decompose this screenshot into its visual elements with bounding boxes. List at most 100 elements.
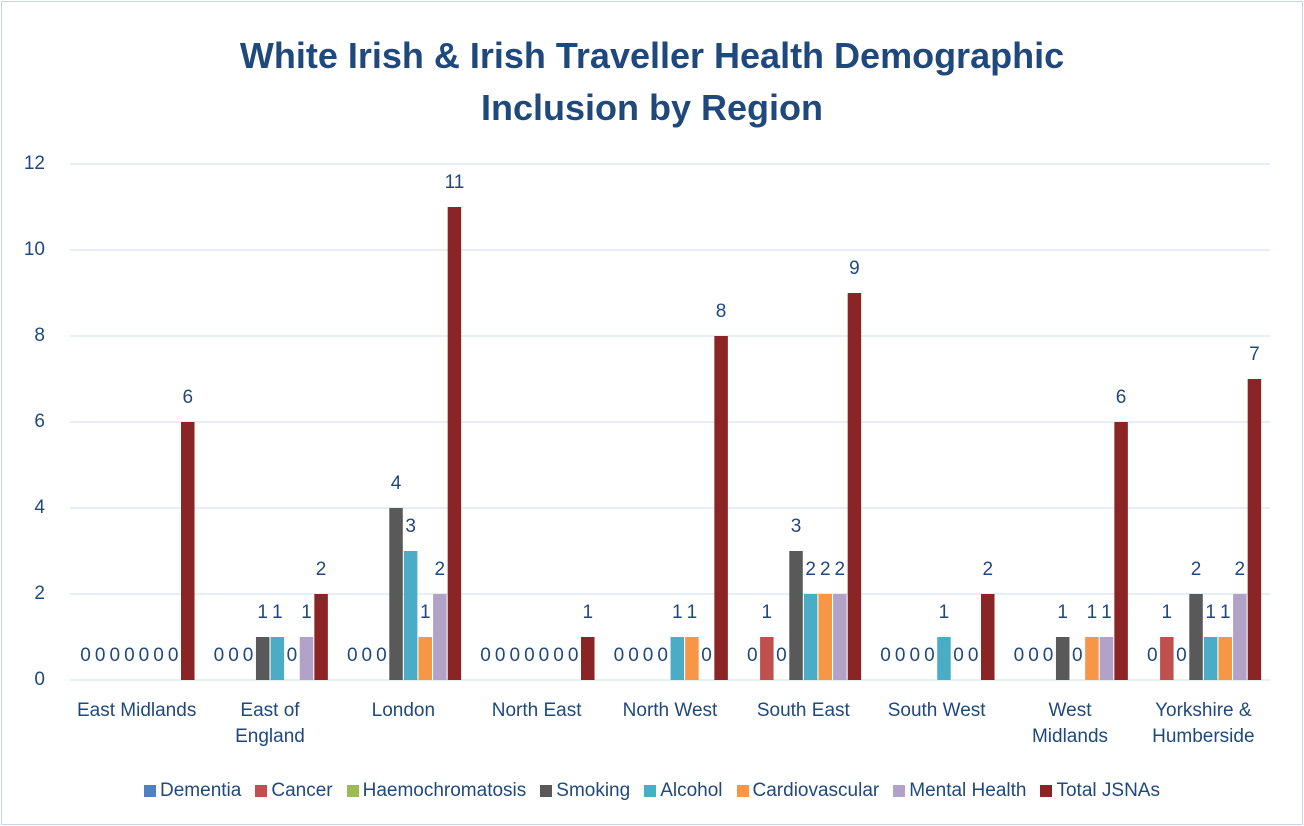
value-label: 1: [762, 602, 773, 623]
value-label: 8: [716, 301, 727, 322]
value-label: 6: [1116, 387, 1127, 408]
x-tick-label: East of England: [235, 700, 305, 747]
legend-swatch: [346, 785, 359, 797]
bar: [1189, 594, 1203, 680]
value-label: 0: [80, 645, 91, 666]
value-label: 2: [982, 559, 993, 580]
legend-label: Dementia: [160, 780, 242, 801]
value-label: 0: [480, 645, 491, 666]
bar: [789, 551, 803, 680]
legend-swatch: [144, 785, 157, 797]
value-label: 0: [895, 645, 906, 666]
x-tick-label: North West: [622, 700, 718, 721]
value-label: 1: [1087, 602, 1098, 623]
bar: [581, 637, 595, 680]
value-label: 2: [805, 559, 816, 580]
x-tick-label: London: [371, 700, 436, 721]
value-label: 2: [1235, 559, 1246, 580]
bar: [1233, 594, 1247, 680]
x-tick-label: Yorkshire & Humberside: [1152, 700, 1255, 747]
value-label: 2: [820, 559, 831, 580]
bar: [299, 637, 314, 680]
bar: [270, 637, 285, 680]
bar: [1099, 637, 1114, 680]
value-label: 0: [776, 645, 787, 666]
x-tick-label: South East: [756, 700, 850, 721]
y-tick-label: 6: [34, 411, 45, 432]
value-label: 4: [391, 473, 402, 494]
value-label: 0: [214, 645, 225, 666]
value-label: 0: [643, 645, 654, 666]
value-label: 0: [1043, 645, 1054, 666]
value-label: 0: [376, 645, 387, 666]
value-label: 9: [849, 258, 860, 279]
x-tick-label: East Midlands: [76, 700, 197, 721]
bar: [433, 594, 447, 680]
bar: [403, 551, 418, 680]
value-label: 3: [791, 516, 802, 537]
value-label: 3: [405, 516, 416, 537]
value-label: 0: [539, 645, 550, 666]
legend: Dementia Cancer Haemochromatosis Smoking Alc…: [0, 780, 1304, 802]
value-label: 0: [139, 645, 150, 666]
value-label: 0: [228, 645, 239, 666]
legend-item: Mental Health: [893, 780, 1026, 802]
value-label: 2: [316, 559, 327, 580]
value-label: 0: [924, 645, 935, 666]
value-label: 2: [435, 559, 446, 580]
value-label: 0: [747, 645, 758, 666]
bar: [314, 594, 328, 680]
value-label: 0: [1072, 645, 1083, 666]
value-label: 0: [1147, 645, 1158, 666]
value-label: 1: [687, 602, 698, 623]
value-label: 1: [1101, 602, 1112, 623]
bar: [1085, 637, 1099, 680]
value-label: 1: [257, 602, 268, 623]
legend-swatch: [644, 785, 657, 797]
value-label: 2: [835, 559, 846, 580]
bar: [447, 207, 462, 680]
value-label: 11: [445, 172, 465, 193]
legend-item: Haemochromatosis: [346, 780, 526, 802]
value-label: 1: [939, 602, 950, 623]
value-label: 0: [909, 645, 920, 666]
legend-item: Cancer: [255, 780, 333, 802]
bar: [389, 508, 403, 680]
y-tick-label: 2: [34, 583, 45, 604]
value-label: 0: [953, 645, 964, 666]
bar: [818, 594, 832, 680]
legend-item: Alcohol: [644, 780, 723, 802]
bar: [255, 637, 270, 680]
x-tick-label: West Midlands: [1031, 700, 1109, 747]
legend-item: Smoking: [540, 780, 630, 802]
legend-label: Total JSNAs: [1056, 780, 1160, 801]
value-label: 0: [362, 645, 373, 666]
bar: [1114, 422, 1128, 680]
value-label: 0: [168, 645, 179, 666]
value-label: 0: [1176, 645, 1187, 666]
bar: [1218, 637, 1232, 680]
value-label: 0: [509, 645, 520, 666]
value-label: 0: [124, 645, 135, 666]
chart-title: White Irish & Irish Traveller Health Dem…: [239, 35, 1065, 128]
legend-swatch: [1040, 785, 1053, 797]
value-label: 1: [301, 602, 312, 623]
legend-swatch: [540, 785, 553, 797]
value-label: 0: [880, 645, 891, 666]
value-label: 0: [614, 645, 625, 666]
legend-label: Cardiovascular: [752, 780, 880, 801]
bar: [847, 293, 862, 680]
value-label: 0: [287, 645, 298, 666]
legend-label: Cancer: [271, 780, 333, 801]
value-label: 1: [1220, 602, 1231, 623]
y-tick-label: 8: [34, 325, 45, 346]
legend-swatch: [893, 785, 906, 797]
y-tick-label: 4: [34, 497, 45, 518]
bar: [418, 637, 432, 680]
value-label: 0: [243, 645, 254, 666]
x-tick-label: North East: [491, 700, 582, 721]
value-label: 1: [1057, 602, 1068, 623]
value-label: 0: [95, 645, 106, 666]
